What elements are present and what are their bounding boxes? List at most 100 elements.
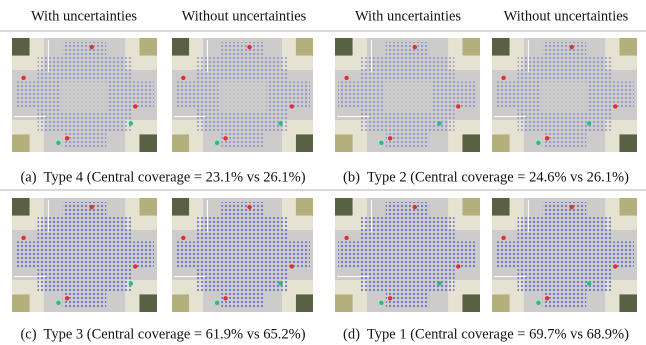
agent-marker (570, 205, 574, 209)
vegetation (462, 38, 480, 56)
agent-marker (56, 141, 60, 145)
vegetation (12, 38, 30, 56)
caption: (c) Type 3 (Central coverage = 61.9% vs … (20, 326, 305, 342)
vegetation (619, 198, 637, 216)
agent-marker (290, 104, 294, 108)
vegetation (12, 294, 30, 312)
vegetation (619, 134, 637, 152)
caption: (d) Type 1 (Central coverage = 69.7% vs … (343, 326, 629, 342)
agent-marker (65, 296, 69, 300)
agent-marker (90, 45, 94, 49)
agent-marker (133, 104, 137, 108)
vegetation (139, 134, 157, 152)
agent-marker (545, 296, 549, 300)
vegetation (462, 134, 480, 152)
agent-marker (587, 281, 591, 285)
agent-marker (388, 136, 392, 140)
scene-image (335, 38, 480, 152)
agent-marker (379, 141, 383, 145)
agent-marker (215, 141, 219, 145)
agent-marker (129, 281, 133, 285)
agent-marker (456, 264, 460, 268)
agent-marker (437, 281, 441, 285)
vegetation (335, 294, 353, 312)
agent-marker (56, 301, 60, 305)
agent-marker (278, 121, 282, 125)
vegetation (139, 198, 157, 216)
agent-marker (181, 236, 185, 240)
vegetation (296, 294, 313, 312)
vegetation (172, 134, 189, 152)
column-header: Without uncertainties (504, 8, 629, 24)
agent-marker (413, 205, 417, 209)
agent-marker (379, 301, 383, 305)
agent-marker (247, 45, 251, 49)
scene-image (12, 38, 157, 152)
agent-marker (613, 104, 617, 108)
agent-marker (181, 76, 185, 80)
scene-image (335, 198, 480, 312)
agent-marker (223, 136, 227, 140)
agent-marker (133, 264, 137, 268)
agent-marker (344, 236, 348, 240)
empty-center (219, 81, 267, 113)
agent-marker (613, 264, 617, 268)
column-header: With uncertainties (355, 8, 461, 24)
agent-marker (215, 301, 219, 305)
agent-marker (21, 236, 25, 240)
vegetation (12, 134, 30, 152)
agent-marker (90, 205, 94, 209)
empty-center (383, 81, 432, 113)
caption: (a) Type 4 (Central coverage = 23.1% vs … (20, 169, 305, 185)
column-header: With uncertainties (31, 8, 137, 24)
scene-image (172, 38, 313, 152)
agent-marker (290, 264, 294, 268)
agent-marker (501, 236, 505, 240)
agent-marker (388, 296, 392, 300)
vegetation (462, 294, 480, 312)
scene-image (12, 198, 157, 312)
vegetation (492, 294, 510, 312)
agent-marker (437, 121, 441, 125)
agent-marker (587, 121, 591, 125)
agent-marker (344, 76, 348, 80)
vegetation (335, 134, 353, 152)
agent-marker (247, 205, 251, 209)
vegetation (172, 38, 189, 56)
agent-marker (570, 45, 574, 49)
vegetation (172, 198, 189, 216)
scene-image (172, 198, 313, 312)
agent-marker (536, 141, 540, 145)
agent-marker (536, 301, 540, 305)
vegetation (296, 134, 313, 152)
vegetation (619, 38, 637, 56)
column-header: Without uncertainties (182, 8, 307, 24)
empty-center (60, 81, 109, 113)
vegetation (12, 198, 30, 216)
scene-image (492, 198, 637, 312)
figure: With uncertainties Without uncertainties… (0, 0, 646, 345)
vegetation (172, 294, 189, 312)
agent-marker (21, 76, 25, 80)
vegetation (335, 198, 353, 216)
vegetation (492, 134, 510, 152)
empty-center (540, 81, 589, 113)
agent-marker (545, 136, 549, 140)
caption: (b) Type 2 (Central coverage = 24.6% vs … (343, 169, 629, 185)
agent-marker (278, 281, 282, 285)
vegetation (296, 38, 313, 56)
vegetation (139, 294, 157, 312)
vegetation (139, 38, 157, 56)
agent-marker (223, 296, 227, 300)
vegetation (296, 198, 313, 216)
agent-marker (501, 76, 505, 80)
scene-image (492, 38, 637, 152)
vegetation (492, 38, 510, 56)
agent-marker (65, 136, 69, 140)
agent-marker (129, 121, 133, 125)
vegetation (492, 198, 510, 216)
vegetation (335, 38, 353, 56)
agent-marker (456, 104, 460, 108)
vegetation (619, 294, 637, 312)
agent-marker (413, 45, 417, 49)
